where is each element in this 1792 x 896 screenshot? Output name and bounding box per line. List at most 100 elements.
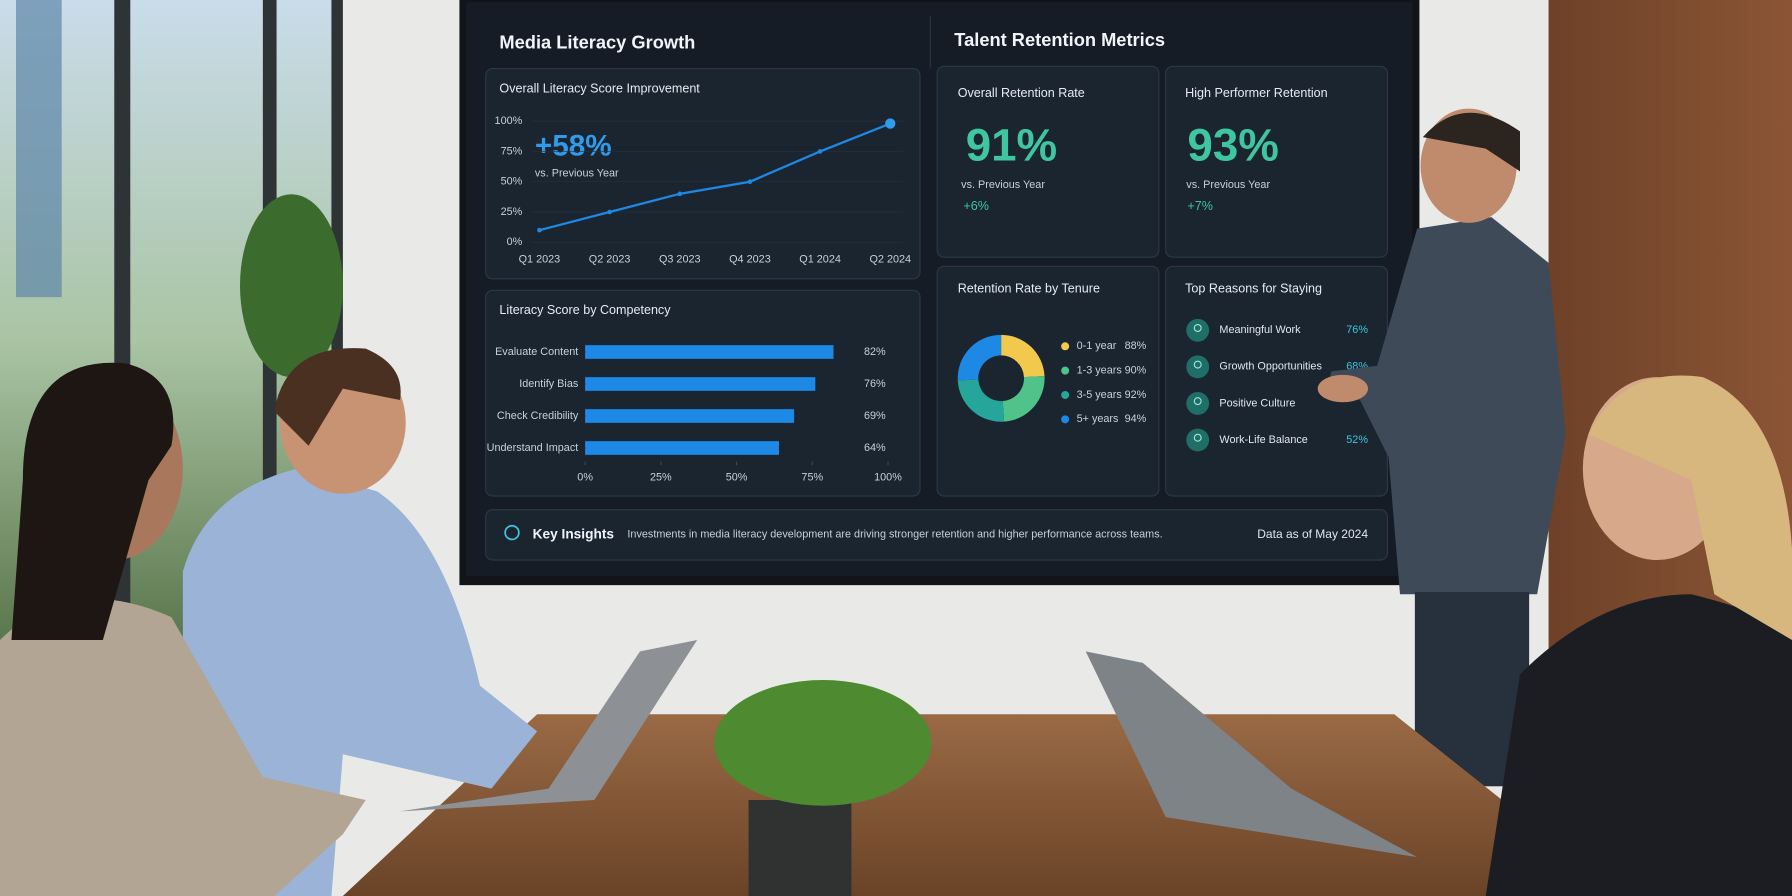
attendee bbox=[1485, 375, 1792, 896]
reason-value: 52% bbox=[1346, 434, 1368, 446]
legend-value: 94% bbox=[1125, 413, 1147, 425]
attendee-hair bbox=[274, 348, 401, 446]
reason-icon bbox=[1186, 428, 1210, 452]
legend-label: 3-5 years bbox=[1077, 389, 1123, 401]
bar-label: Check Credibility bbox=[497, 410, 579, 422]
reason-label: Positive Culture bbox=[1219, 397, 1295, 409]
x-tick-label: Q3 2023 bbox=[659, 253, 701, 265]
plant-pot bbox=[748, 800, 852, 896]
reason-icon-glyph bbox=[1193, 360, 1202, 369]
kpi-title: Overall Retention Rate bbox=[958, 86, 1085, 100]
headline: +58% bbox=[535, 129, 612, 162]
bar bbox=[585, 345, 834, 359]
card-title: Retention Rate by Tenure bbox=[958, 281, 1100, 295]
insights-date: Data as of May 2024 bbox=[1257, 527, 1368, 541]
reason-label: Growth Opportunities bbox=[1219, 361, 1322, 373]
legend-dot bbox=[1061, 390, 1070, 399]
point bbox=[677, 191, 683, 197]
point bbox=[817, 149, 823, 154]
point bbox=[537, 227, 542, 233]
insights-title: Key Insights bbox=[533, 526, 615, 541]
attendee-hair bbox=[1588, 375, 1792, 640]
value-label: 82% bbox=[864, 346, 886, 358]
kpi-note: vs. Previous Year bbox=[961, 179, 1045, 191]
panel-title: Media Literacy Growth bbox=[499, 31, 695, 52]
x-tick-label: Q1 2023 bbox=[519, 253, 561, 265]
reason-icon bbox=[1186, 355, 1210, 379]
x-tick-label: 25% bbox=[650, 472, 672, 484]
attendee bbox=[0, 362, 366, 896]
kpi-note: vs. Previous Year bbox=[1186, 179, 1270, 191]
card bbox=[485, 509, 1388, 561]
headline-note: vs. Previous Year bbox=[535, 168, 619, 180]
presenter-jacket bbox=[1325, 217, 1566, 595]
building bbox=[16, 0, 62, 298]
plant bbox=[714, 680, 932, 806]
point bbox=[607, 209, 612, 215]
plant bbox=[240, 194, 343, 378]
window-frame bbox=[331, 0, 343, 686]
y-tick-label: 50% bbox=[501, 176, 523, 188]
bar bbox=[585, 441, 779, 455]
reason-icon bbox=[1186, 392, 1210, 415]
reason-icon-glyph bbox=[1193, 433, 1202, 442]
legend-value: 88% bbox=[1125, 340, 1147, 352]
attendee-hair bbox=[11, 362, 174, 640]
y-tick-label: 25% bbox=[501, 206, 523, 218]
card-title: Overall Literacy Score Improvement bbox=[499, 81, 700, 95]
donut-segment bbox=[1001, 334, 1045, 378]
legend-label: 0-1 year bbox=[1077, 340, 1117, 352]
y-tick-label: 75% bbox=[501, 145, 523, 157]
y-tick-label: 100% bbox=[495, 115, 523, 127]
value-label: 69% bbox=[864, 410, 886, 422]
kpi-title: High Performer Retention bbox=[1185, 86, 1327, 100]
legend-label: 1-3 years bbox=[1077, 364, 1123, 376]
legend-label: 5+ years bbox=[1077, 413, 1119, 425]
value-label: 76% bbox=[864, 378, 886, 390]
reason-icon-glyph bbox=[1193, 397, 1202, 406]
value-label: 64% bbox=[864, 442, 886, 454]
card bbox=[1165, 65, 1388, 258]
donut-segment bbox=[957, 334, 1002, 381]
x-tick-label: 75% bbox=[801, 472, 823, 484]
presenter-hair bbox=[1422, 112, 1520, 172]
x-tick-label: 50% bbox=[726, 472, 748, 484]
reason-label: Meaningful Work bbox=[1219, 324, 1301, 336]
donut-segment bbox=[1002, 376, 1045, 422]
reason-label: Work-Life Balance bbox=[1219, 434, 1307, 446]
reason-icon bbox=[1186, 318, 1210, 342]
x-tick-label: 100% bbox=[874, 472, 902, 484]
bulb-icon bbox=[504, 524, 520, 541]
y-tick-label: 0% bbox=[507, 236, 523, 248]
card-title: Top Reasons for Staying bbox=[1185, 281, 1322, 295]
presenter-hand bbox=[1317, 374, 1368, 403]
card bbox=[485, 289, 921, 497]
bar-label: Evaluate Content bbox=[495, 346, 578, 358]
donut-segment bbox=[957, 379, 1005, 422]
line bbox=[539, 122, 891, 232]
bar-label: Understand Impact bbox=[487, 442, 579, 454]
point bbox=[885, 118, 896, 129]
reason-value: 76% bbox=[1346, 324, 1368, 336]
panel-title: Talent Retention Metrics bbox=[954, 29, 1165, 50]
reason-icon-glyph bbox=[1193, 324, 1202, 332]
x-tick-label: 0% bbox=[577, 472, 593, 484]
attendee-jacket bbox=[1485, 594, 1792, 896]
bar bbox=[585, 377, 816, 391]
attendee-jacket bbox=[0, 598, 366, 896]
x-tick-label: Q2 2023 bbox=[589, 253, 631, 265]
card bbox=[936, 265, 1160, 497]
legend-value: 90% bbox=[1125, 364, 1147, 376]
legend-dot bbox=[1061, 366, 1070, 375]
table bbox=[342, 714, 1623, 896]
point bbox=[747, 179, 753, 184]
kpi-value: 91% bbox=[966, 120, 1057, 171]
kpi-change: +6% bbox=[963, 199, 989, 213]
legend-dot bbox=[1061, 415, 1070, 424]
x-tick-label: Q4 2023 bbox=[729, 253, 771, 265]
card-title: Literacy Score by Competency bbox=[499, 303, 671, 317]
x-tick-label: Q2 2024 bbox=[869, 253, 911, 265]
insights-text: Investments in media literacy developmen… bbox=[627, 529, 1162, 541]
